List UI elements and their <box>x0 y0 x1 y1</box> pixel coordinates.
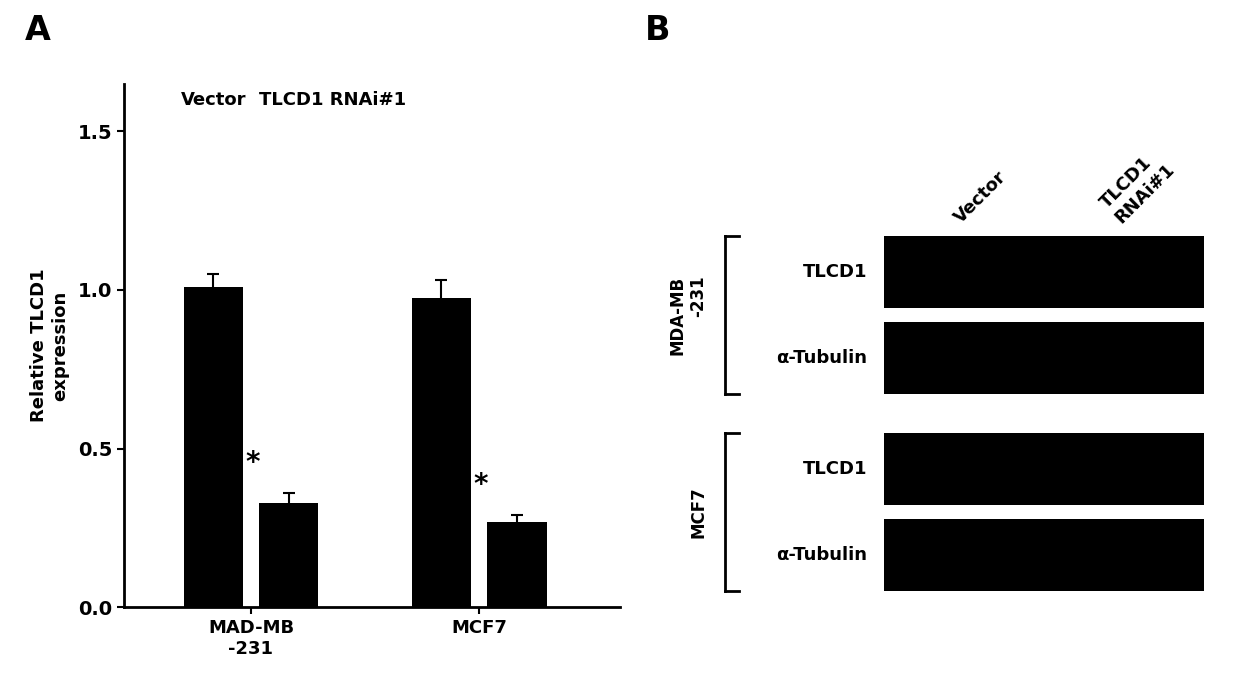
Text: *: * <box>474 470 489 499</box>
Text: Vector: Vector <box>181 91 246 109</box>
Text: Vector: Vector <box>951 168 1011 226</box>
Text: A: A <box>25 14 51 47</box>
Bar <box>487 521 547 607</box>
Text: MCF7: MCF7 <box>689 487 708 538</box>
Bar <box>412 298 471 607</box>
Text: α-Tubulin: α-Tubulin <box>776 547 867 565</box>
Text: TLCD1: TLCD1 <box>802 460 867 478</box>
Y-axis label: Relative TLCD1
expression: Relative TLCD1 expression <box>31 269 69 422</box>
Text: B: B <box>645 14 671 47</box>
Text: *: * <box>246 450 260 477</box>
Text: MDA-MB
-231: MDA-MB -231 <box>668 276 708 355</box>
Bar <box>259 503 319 607</box>
Text: TLCD1 RNAi#1: TLCD1 RNAi#1 <box>259 91 405 109</box>
Text: TLCD1
RNAi#1: TLCD1 RNAi#1 <box>1096 145 1178 226</box>
Text: TLCD1: TLCD1 <box>802 263 867 281</box>
Text: α-Tubulin: α-Tubulin <box>776 349 867 367</box>
Bar <box>184 287 243 607</box>
